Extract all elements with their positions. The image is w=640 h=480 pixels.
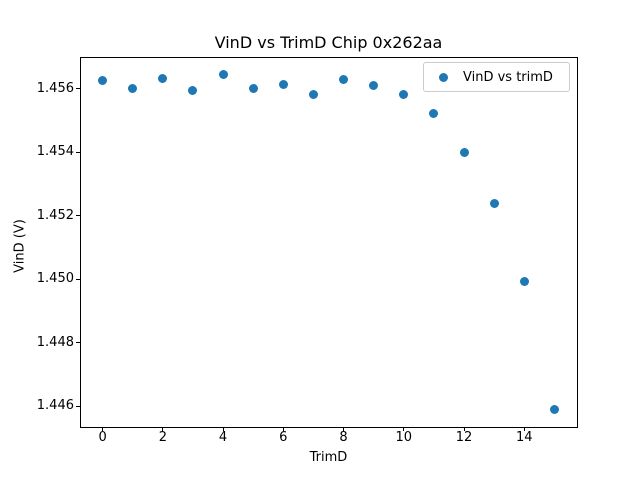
plot-area [80, 57, 578, 428]
x-tick-label: 10 [395, 430, 413, 445]
y-tick-mark [76, 88, 80, 90]
x-tick-label: 2 [158, 430, 167, 445]
data-point [278, 80, 288, 90]
x-tick-label: 12 [455, 430, 473, 445]
data-point [399, 89, 409, 99]
y-tick-label: 1.454 [36, 144, 74, 160]
data-point [98, 76, 108, 86]
x-tick-mark [222, 427, 224, 431]
data-point [549, 405, 559, 415]
y-tick-mark [76, 215, 80, 217]
data-point [369, 81, 379, 91]
x-axis-label: TrimD [309, 450, 348, 465]
y-tick-mark [76, 278, 80, 280]
x-tick-label: 0 [98, 430, 107, 445]
x-tick-label: 8 [339, 430, 348, 445]
x-tick-mark [102, 427, 104, 431]
x-tick-mark [162, 427, 164, 431]
data-point [128, 83, 138, 93]
x-tick-label: 14 [516, 430, 533, 445]
data-point [459, 147, 469, 157]
data-point [489, 198, 499, 208]
x-tick-mark [463, 427, 465, 431]
x-tick-mark [523, 427, 525, 431]
data-point [308, 90, 318, 100]
y-tick-label: 1.456 [36, 80, 74, 96]
y-tick-label: 1.446 [36, 398, 74, 414]
y-axis-label: VinD (V) [12, 219, 28, 273]
data-point [519, 276, 529, 286]
y-tick-label: 1.450 [36, 271, 74, 287]
y-tick-mark [76, 405, 80, 407]
y-tick-mark [76, 342, 80, 344]
data-point [218, 69, 228, 79]
x-tick-label: 4 [218, 430, 228, 445]
legend-label: VinD vs trimD [463, 69, 553, 85]
data-point [188, 85, 198, 95]
x-tick-label: 6 [279, 430, 288, 445]
chart-title: VinD vs TrimD Chip 0x262aa [214, 33, 443, 52]
x-tick-mark [282, 427, 284, 431]
data-point [429, 108, 439, 118]
data-point [158, 74, 168, 84]
y-tick-mark [76, 151, 80, 153]
y-tick-label: 1.452 [36, 207, 74, 223]
legend: VinD vs trimD [423, 62, 570, 92]
y-tick-label: 1.448 [36, 334, 74, 350]
scatter-marker-icon [439, 72, 448, 82]
data-point [339, 75, 349, 85]
data-point [248, 83, 258, 93]
x-tick-mark [403, 427, 405, 431]
x-tick-mark [343, 427, 345, 431]
